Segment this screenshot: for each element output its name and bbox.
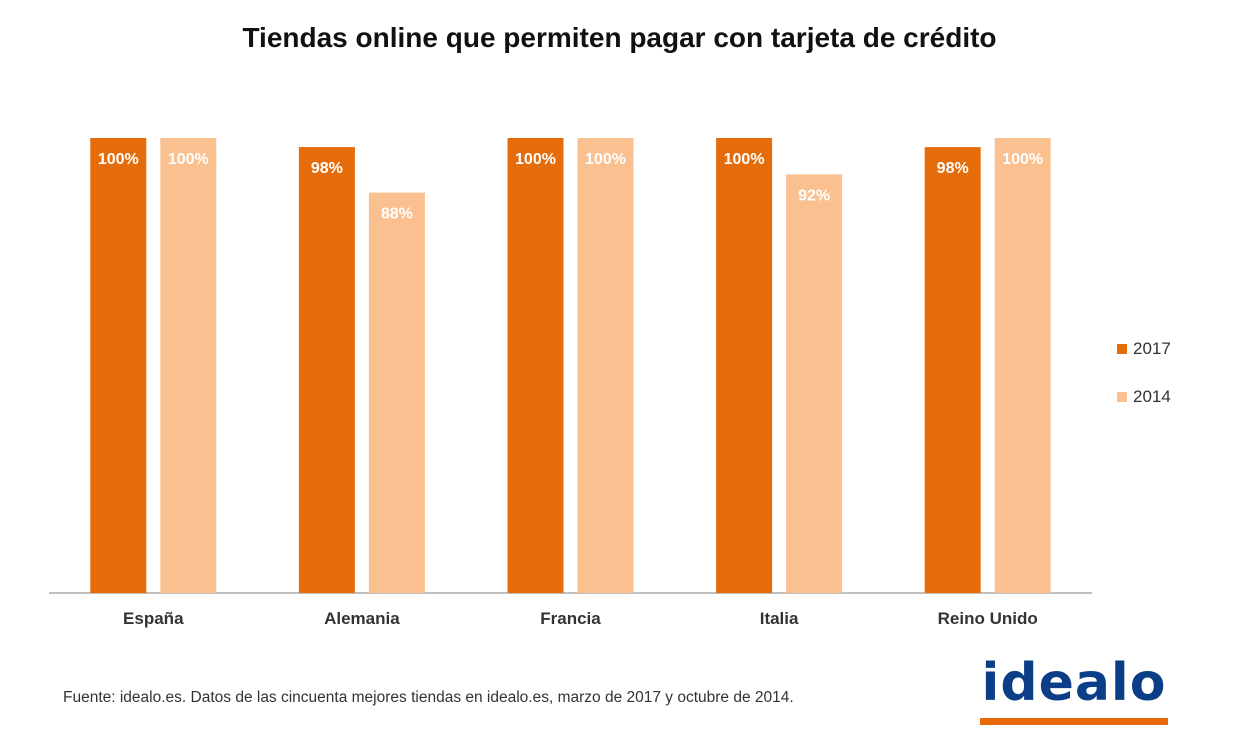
category-label-1: Alemania	[324, 609, 400, 628]
category-label-0: España	[123, 609, 184, 628]
data-label-2014-4: 100%	[1002, 151, 1043, 168]
bar-2017-3	[716, 138, 773, 593]
category-label-3: Italia	[760, 609, 799, 628]
bar-2017-2	[507, 138, 564, 593]
legend-swatch-2017	[1117, 344, 1127, 354]
idealo-logo: idealo	[978, 657, 1170, 727]
data-label-2014-0: 100%	[168, 151, 209, 168]
source-note: Fuente: idealo.es. Datos de las cincuent…	[63, 689, 794, 706]
data-label-2014-3: 92%	[798, 187, 830, 204]
legend-item-2017: 2017	[1117, 336, 1171, 362]
logo-underline	[980, 718, 1168, 725]
bar-2017-4	[924, 147, 981, 593]
logo-text: idealo	[981, 653, 1167, 713]
legend-item-2014: 2014	[1117, 384, 1171, 410]
category-label-4: Reino Unido	[938, 609, 1038, 628]
data-label-2017-3: 100%	[724, 151, 765, 168]
bar-2017-1	[298, 147, 355, 593]
bar-2014-4	[994, 138, 1051, 593]
bar-2014-3	[786, 174, 843, 593]
legend-swatch-2014	[1117, 392, 1127, 402]
category-label-2: Francia	[540, 609, 601, 628]
legend-label-2017: 2017	[1133, 339, 1171, 358]
data-label-2017-0: 100%	[98, 151, 139, 168]
data-label-2017-4: 98%	[937, 160, 969, 177]
chart-title: Tiendas online que permiten pagar con ta…	[242, 22, 997, 53]
bar-2017-0	[90, 138, 147, 593]
bar-2014-2	[577, 138, 634, 593]
bar-2014-1	[368, 192, 425, 593]
data-label-2017-1: 98%	[311, 160, 343, 177]
data-label-2017-2: 100%	[515, 151, 556, 168]
data-label-2014-2: 100%	[585, 151, 626, 168]
data-label-2014-1: 88%	[381, 206, 413, 223]
bar-2014-0	[160, 138, 217, 593]
legend-label-2014: 2014	[1133, 387, 1171, 406]
legend: 2017 2014	[1117, 336, 1171, 432]
